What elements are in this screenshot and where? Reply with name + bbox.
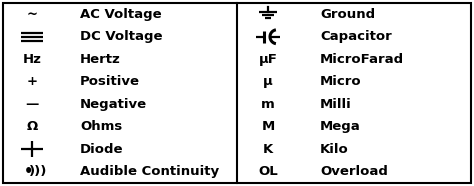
Text: M: M	[261, 120, 274, 133]
Text: Ohms: Ohms	[80, 120, 122, 133]
Text: Audible Continuity: Audible Continuity	[80, 165, 219, 178]
Text: Overload: Overload	[320, 165, 388, 178]
Text: •: •	[24, 164, 34, 179]
Text: Hz: Hz	[23, 53, 41, 66]
Text: Negative: Negative	[80, 98, 147, 111]
Text: μF: μF	[258, 53, 277, 66]
Text: MicroFarad: MicroFarad	[320, 53, 404, 66]
Text: OL: OL	[258, 165, 278, 178]
Text: +: +	[27, 75, 37, 88]
Text: K: K	[263, 143, 273, 156]
Text: μ: μ	[263, 75, 273, 88]
Text: DC Voltage: DC Voltage	[80, 30, 163, 43]
Text: Capacitor: Capacitor	[320, 30, 392, 43]
Text: Ω: Ω	[27, 120, 37, 133]
Text: Hertz: Hertz	[80, 53, 121, 66]
Text: Mega: Mega	[320, 120, 361, 133]
Text: Micro: Micro	[320, 75, 362, 88]
Text: ))): )))	[29, 165, 47, 178]
Text: Ground: Ground	[320, 8, 375, 21]
Text: Positive: Positive	[80, 75, 140, 88]
Text: AC Voltage: AC Voltage	[80, 8, 162, 21]
Text: —: —	[25, 98, 39, 111]
Text: ~: ~	[27, 8, 37, 21]
Text: m: m	[261, 98, 275, 111]
Text: Diode: Diode	[80, 143, 124, 156]
Text: Milli: Milli	[320, 98, 352, 111]
Text: Kilo: Kilo	[320, 143, 349, 156]
